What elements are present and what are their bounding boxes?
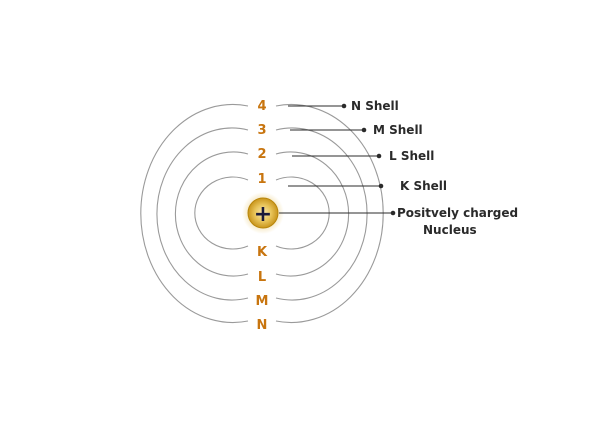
- shell-number-1: 1: [257, 172, 266, 187]
- plus-icon: +: [254, 202, 272, 227]
- m-shell-leader: [290, 127, 367, 133]
- shell-letter-n: N: [257, 318, 268, 333]
- k-shell-label: K Shell: [400, 179, 447, 193]
- n-shell-label: N Shell: [351, 99, 399, 113]
- shell-letter-l: L: [258, 270, 266, 285]
- nucleus-core: [247, 197, 279, 229]
- shell-number-3: 3: [257, 123, 266, 138]
- k-shell-leader: [288, 183, 384, 189]
- shell-letter-k: K: [257, 245, 268, 260]
- nucleus-label-line2: Nucleus: [423, 223, 477, 237]
- l-shell-leader: [292, 153, 382, 159]
- shell-m-arc: [156, 127, 368, 301]
- m-shell-label: M Shell: [373, 123, 423, 137]
- nucleus: +: [242, 192, 284, 234]
- n-shell-leader: [288, 103, 347, 109]
- nucleus-label-line1: Positvely charged: [397, 206, 518, 220]
- shell-number-4: 4: [257, 99, 266, 114]
- nucleus-leader: [279, 210, 396, 216]
- shell-letter-m: M: [256, 294, 269, 309]
- shell-number-2: 2: [257, 147, 266, 162]
- l-shell-label: L Shell: [389, 149, 434, 163]
- shell-l-arc: [174, 151, 350, 277]
